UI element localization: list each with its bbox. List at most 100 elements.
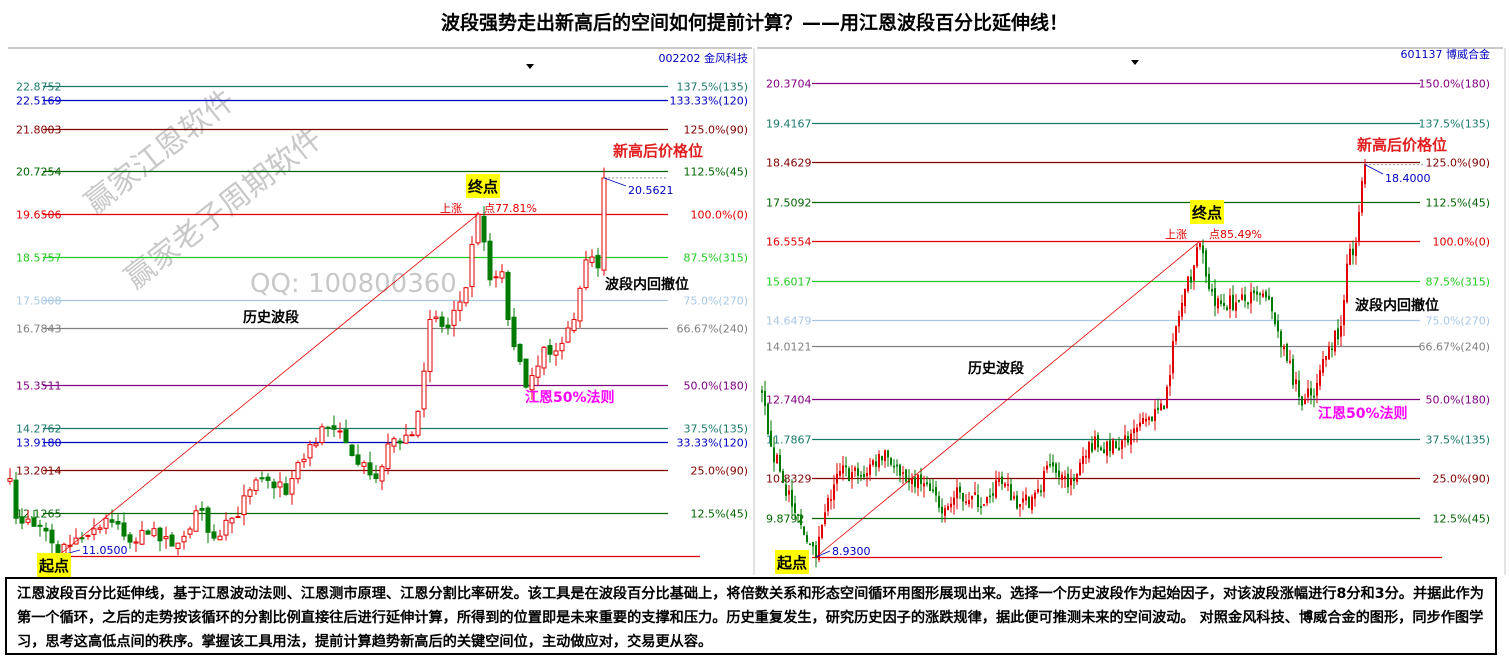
candle [1322,350,1325,377]
candle-body [1064,476,1067,478]
candle-body [1307,388,1310,398]
candle [997,471,1000,487]
candle-body [850,471,853,480]
candle-body [1349,248,1352,265]
candle-body [1292,358,1295,385]
candle [931,478,934,494]
candle-body [541,346,547,369]
candle [1280,329,1283,358]
candle [829,489,832,510]
candle [838,463,841,480]
candle-body [481,215,487,243]
candle [1034,490,1037,507]
candle [841,455,844,481]
candle-body [760,390,763,393]
candle-body [391,438,397,447]
candle [559,336,565,360]
candle-body [808,543,811,546]
candle-body [1079,462,1082,476]
candle-body [307,444,313,459]
candle [760,385,763,403]
candle [289,469,295,505]
candle [850,465,853,489]
wave-trend-line [57,213,479,557]
candle [817,525,820,563]
candle [1355,237,1358,265]
candle-body [457,301,463,311]
candle [247,487,253,505]
candle-body [856,468,859,476]
candle [583,250,589,291]
candle [115,514,121,530]
candle [1304,393,1307,405]
candle [571,312,577,334]
candle-body [1328,346,1331,360]
chart-panel-1: 601137 博威合金 20.3704 150.0%(180) 19.4167 137.… [757,47,1506,575]
candle [1247,301,1250,309]
candle [1121,439,1124,460]
candle-body [1130,433,1133,445]
candle [505,270,511,327]
candle-body [934,487,937,496]
candle [445,317,451,335]
candle-body [583,259,589,289]
candle [1214,279,1217,317]
candle-body [301,458,307,463]
candle [43,522,49,542]
candle [85,534,91,540]
candle-body [205,507,211,533]
candle-body [217,535,223,541]
candle-body [271,481,277,489]
candle [1160,399,1163,411]
candle-body [895,464,898,467]
candle [820,524,823,540]
candle [1015,490,1018,510]
candle-body [841,465,844,474]
candle [367,451,373,480]
candle [781,468,784,484]
candle-body [937,496,940,508]
candle [601,167,607,276]
candle [1003,481,1006,489]
candle-body [991,493,994,496]
level-price-label: 10.8329 [766,473,812,486]
candle [151,521,157,538]
candle-body [793,503,796,513]
candle [211,524,217,542]
candle [1028,496,1031,509]
candle-body [1184,288,1187,307]
candle-body [1175,325,1178,342]
start-price-label: 8.9300 [832,545,871,558]
candle [1256,285,1259,302]
candle [1343,294,1346,337]
candle-body [1202,245,1205,254]
candle [511,307,517,351]
candle [475,211,481,246]
candle [865,467,868,487]
candle-body [820,524,823,538]
level-percent-label: 87.5%(315) [683,252,748,265]
candle-body [409,434,415,437]
candle-body [433,316,439,320]
candle [193,505,199,532]
candle-body [265,476,271,481]
candle [523,358,529,389]
candle-body [547,345,553,355]
candle-body [241,495,247,516]
candle [1193,265,1196,290]
candle-body [1052,462,1055,467]
candle-body [1361,180,1364,213]
candle-body [1334,330,1337,352]
candle [1286,342,1289,364]
candle [970,495,973,509]
candle-body [1003,483,1006,487]
candle-body [553,350,559,356]
candle-body [1262,293,1265,297]
candle [1021,491,1024,510]
candle [1307,380,1310,403]
candle-body [778,455,781,472]
level-price-label: 21.8003 [16,124,62,137]
candle [874,454,877,477]
candle-body [931,489,934,492]
